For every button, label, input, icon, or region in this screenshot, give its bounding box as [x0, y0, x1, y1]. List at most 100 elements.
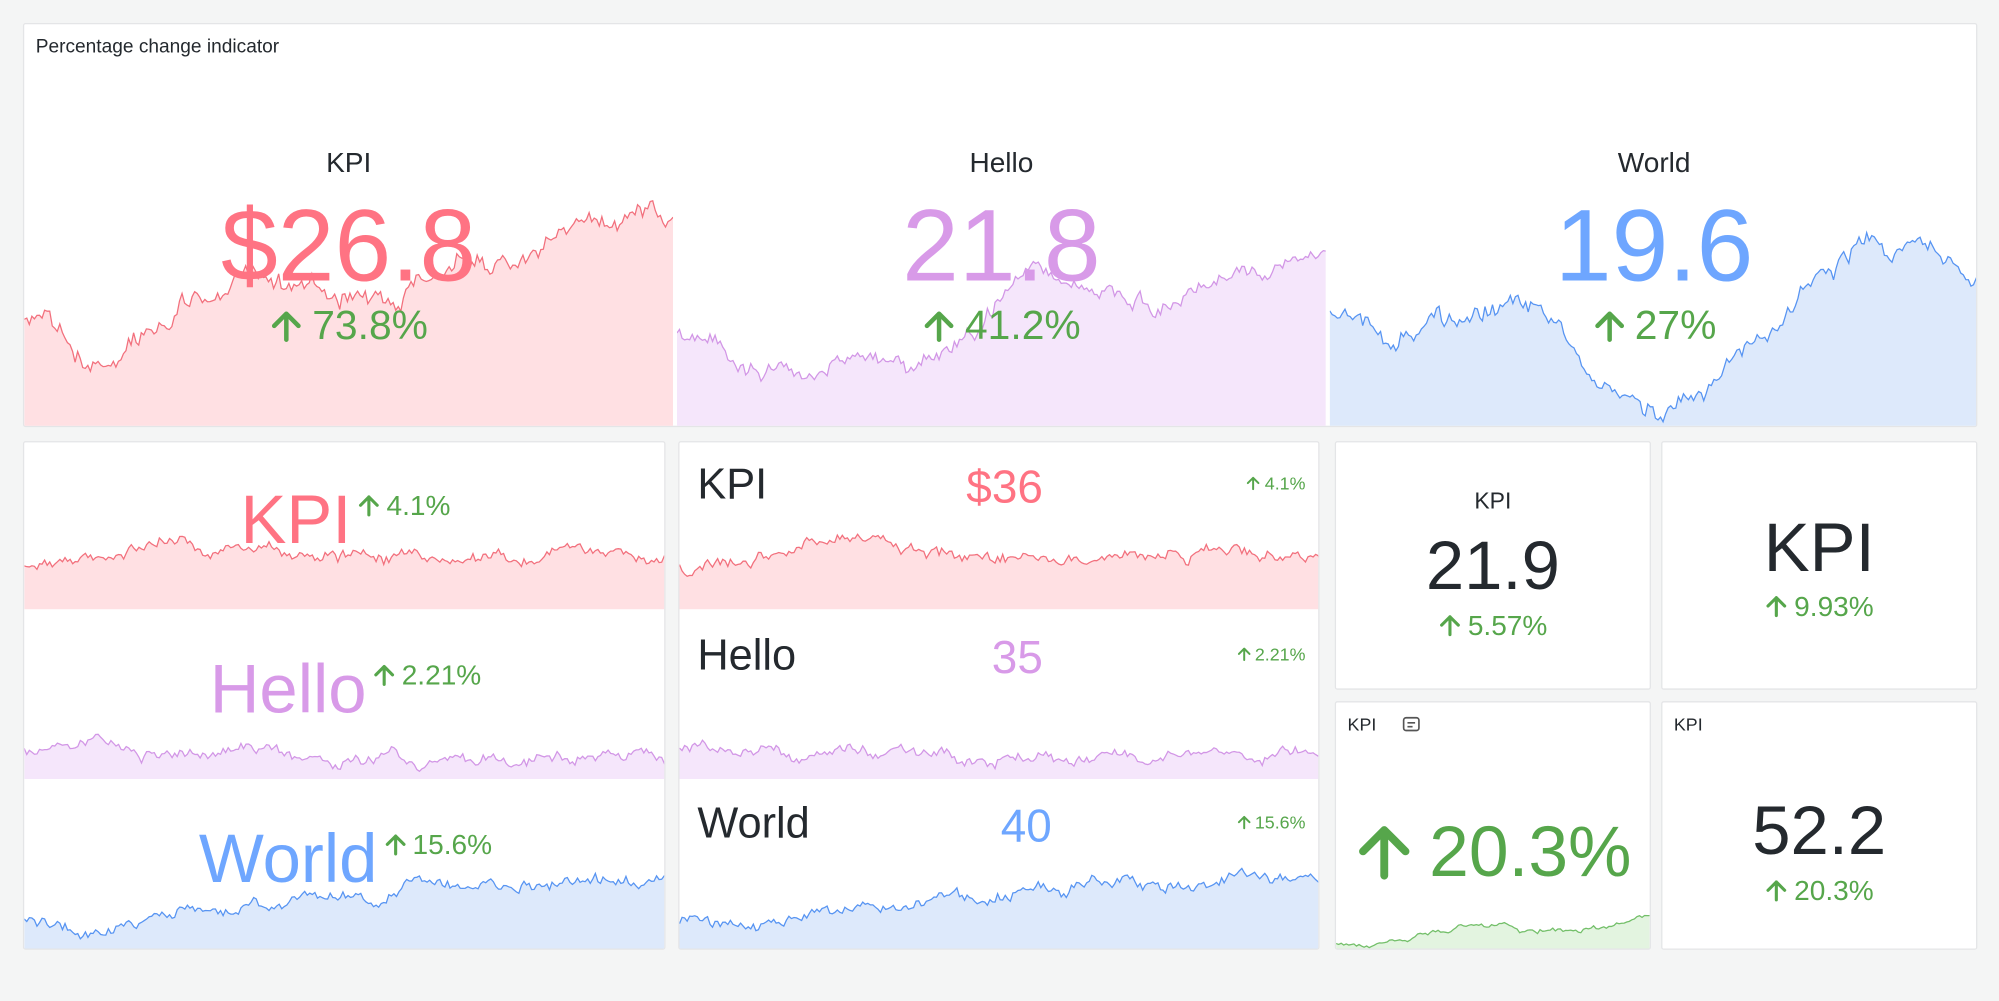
panel: Percentage change indicator KPI $26.8 73…	[22, 22, 1978, 428]
stat-change: 2.21%	[372, 659, 481, 691]
stat: KPI 4.1%	[24, 442, 665, 610]
stat-value: $26.8	[221, 188, 477, 303]
sparkline-line	[24, 199, 674, 374]
up-arrow	[1766, 880, 1787, 902]
up-arrow	[1237, 816, 1250, 830]
row-label: KPI	[697, 460, 768, 509]
row-value: 35	[991, 631, 1043, 684]
up-arrow	[1440, 615, 1461, 637]
change-text: 20.3%	[1429, 810, 1632, 892]
panel-title: KPI	[1347, 713, 1377, 735]
stat-change: 15.6%	[383, 829, 492, 861]
change-text: 20.3%	[1794, 874, 1874, 907]
stat-label: KPI	[240, 481, 352, 559]
stat-row: Hello 2.21%	[24, 650, 664, 729]
arrow-shape	[1440, 615, 1461, 637]
stat: World 15.6%	[24, 781, 665, 949]
arrow-shape	[1237, 648, 1250, 662]
stat-label: Hello	[209, 651, 367, 728]
sparkline-area	[676, 250, 1326, 426]
up-arrow	[385, 834, 405, 856]
stat: World 40 15.6%	[679, 781, 1319, 949]
sparkline-line	[1329, 230, 1977, 424]
up-arrow	[374, 665, 395, 687]
arrow-shape	[1766, 880, 1787, 902]
panel: KPI 4.1% Hello 2.21% World 15.6%	[22, 441, 666, 950]
sparkline-line	[679, 739, 1319, 771]
sparkline	[1336, 914, 1650, 949]
sparkline-area	[24, 873, 665, 949]
stat: World 19.6 27%	[1329, 24, 1977, 426]
row-value: 40	[1000, 799, 1052, 852]
stat-label: Hello	[969, 146, 1034, 179]
stat: Hello 21.8 41.2%	[676, 24, 1326, 426]
row-label: World	[697, 799, 810, 848]
stat-change: 20.3%	[1662, 875, 1976, 908]
change-text: 9.93%	[1794, 590, 1874, 623]
up-arrow	[359, 495, 379, 517]
up-arrow	[272, 310, 302, 342]
arrow-shape	[374, 665, 395, 687]
change-text: 4.1%	[386, 489, 451, 522]
up-arrow	[1247, 477, 1260, 491]
arrow-shape	[385, 834, 405, 856]
sparkline-line	[679, 867, 1319, 932]
sparkline	[24, 199, 674, 426]
change-text: 2.21%	[1254, 643, 1306, 665]
stat-label: KPI	[326, 146, 372, 179]
arrow-shape	[1247, 477, 1260, 491]
stat-change: 5.57%	[1336, 609, 1650, 642]
change-text: 4.1%	[1264, 472, 1306, 494]
stat-label: KPI	[1474, 488, 1512, 514]
arrow-shape	[925, 310, 954, 342]
sparkline	[676, 249, 1326, 426]
panel: KPI 21.9 5.57%	[1334, 441, 1651, 690]
sparkline	[24, 733, 665, 779]
arrow-shape	[1766, 596, 1787, 618]
sparkline	[679, 739, 1319, 779]
stat-value: 21.9	[1425, 527, 1560, 605]
arrow-shape	[1237, 816, 1250, 830]
up-arrow	[1766, 596, 1787, 618]
sparkline-area	[1329, 232, 1977, 426]
up-arrow	[1237, 648, 1250, 662]
sparkline-line	[676, 249, 1326, 383]
row-change: 15.6%	[1236, 812, 1305, 832]
stat-value: 21.8	[902, 188, 1101, 303]
stat-change: 27%	[1330, 302, 1976, 349]
row-change: 4.1%	[1246, 473, 1305, 493]
stat-change: 20.3%	[1336, 810, 1650, 893]
stat-label: World	[198, 821, 378, 898]
sparkline	[1329, 230, 1977, 426]
stat-row: World 15.6%	[24, 820, 664, 899]
panel: KPI 9.93%	[1661, 441, 1978, 690]
stat-value: 19.6	[1554, 188, 1754, 303]
sparkline-area	[24, 536, 665, 610]
sparkline	[679, 867, 1319, 949]
change-text: 5.57%	[1467, 609, 1548, 642]
arrow-shape	[1594, 310, 1624, 342]
sparkline-line	[24, 733, 665, 773]
sparkline-line	[679, 533, 1319, 577]
up-arrow	[925, 310, 954, 342]
up-arrow	[1359, 826, 1410, 880]
row-value: $36	[966, 460, 1043, 513]
stat-value: 52.2	[1752, 792, 1887, 870]
stat-change: 9.93%	[1662, 590, 1976, 623]
arrow-shape	[359, 495, 379, 517]
info-icon[interactable]	[1401, 715, 1421, 733]
panel: KPI $36 4.1% Hello 35 2.21% World 40 15.…	[678, 441, 1320, 950]
stat: Hello 2.21%	[24, 612, 665, 779]
sparkline-line	[24, 871, 665, 940]
stat: KPI $26.8 73.8%	[24, 24, 674, 426]
sparkline-area	[679, 534, 1319, 610]
sparkline-area	[24, 734, 665, 779]
change-text: 27%	[1634, 302, 1717, 349]
sparkline-area	[24, 200, 674, 426]
change-text: 15.6%	[412, 828, 493, 861]
panel-title: Percentage change indicator	[35, 35, 280, 58]
stat-label: World	[1617, 146, 1691, 179]
element	[1402, 716, 1420, 732]
